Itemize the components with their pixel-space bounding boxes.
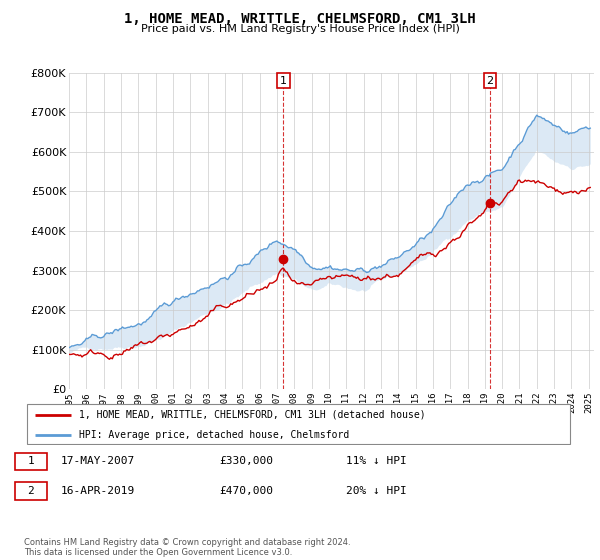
FancyBboxPatch shape: [15, 482, 47, 500]
Text: 16-APR-2019: 16-APR-2019: [61, 486, 135, 496]
Text: 1, HOME MEAD, WRITTLE, CHELMSFORD, CM1 3LH (detached house): 1, HOME MEAD, WRITTLE, CHELMSFORD, CM1 3…: [79, 410, 426, 420]
Text: Contains HM Land Registry data © Crown copyright and database right 2024.
This d: Contains HM Land Registry data © Crown c…: [24, 538, 350, 557]
Text: 20% ↓ HPI: 20% ↓ HPI: [346, 486, 407, 496]
Text: £330,000: £330,000: [220, 456, 274, 466]
Text: 1: 1: [280, 76, 287, 86]
Text: 11% ↓ HPI: 11% ↓ HPI: [346, 456, 407, 466]
Text: £470,000: £470,000: [220, 486, 274, 496]
Text: 17-MAY-2007: 17-MAY-2007: [61, 456, 135, 466]
Text: 1, HOME MEAD, WRITTLE, CHELMSFORD, CM1 3LH: 1, HOME MEAD, WRITTLE, CHELMSFORD, CM1 3…: [124, 12, 476, 26]
Text: 2: 2: [28, 486, 34, 496]
FancyBboxPatch shape: [15, 452, 47, 470]
Text: 1: 1: [28, 456, 34, 466]
Text: Price paid vs. HM Land Registry's House Price Index (HPI): Price paid vs. HM Land Registry's House …: [140, 24, 460, 34]
FancyBboxPatch shape: [27, 404, 571, 445]
Text: 2: 2: [487, 76, 493, 86]
Text: HPI: Average price, detached house, Chelmsford: HPI: Average price, detached house, Chel…: [79, 430, 349, 440]
